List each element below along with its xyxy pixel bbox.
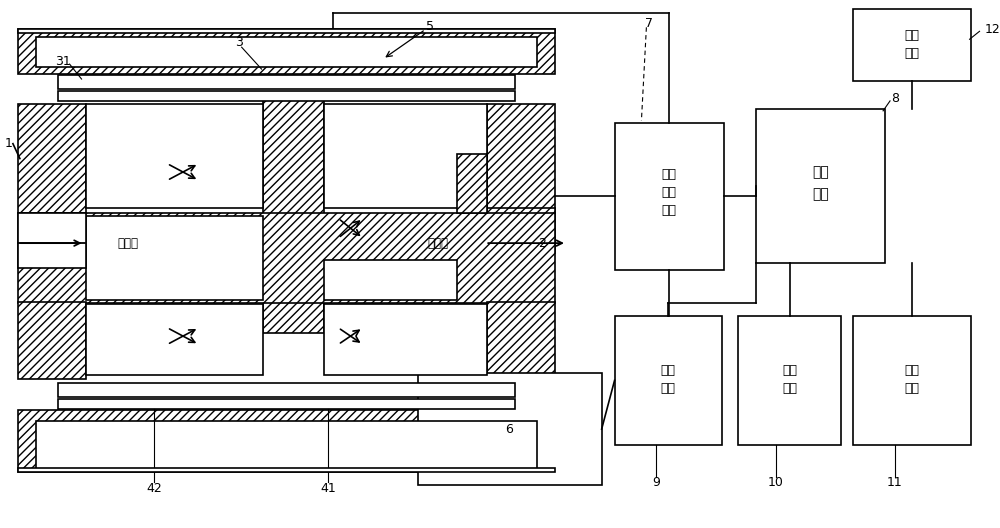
- Bar: [36, 37, 537, 67]
- Bar: [487, 104, 555, 213]
- Bar: [18, 468, 555, 472]
- Bar: [756, 109, 885, 263]
- Text: 模块: 模块: [782, 382, 797, 395]
- Text: 模块: 模块: [904, 382, 919, 395]
- Bar: [457, 154, 487, 213]
- Text: 压电: 压电: [662, 168, 677, 181]
- Bar: [18, 213, 555, 303]
- Text: 42: 42: [146, 482, 162, 495]
- Bar: [487, 302, 555, 379]
- Bar: [18, 30, 555, 74]
- Bar: [324, 104, 487, 209]
- Bar: [263, 94, 324, 333]
- Bar: [853, 10, 971, 81]
- Text: 9: 9: [652, 476, 660, 489]
- Bar: [18, 410, 555, 472]
- Bar: [86, 104, 263, 209]
- Bar: [418, 373, 602, 485]
- Text: 驱动: 驱动: [662, 186, 677, 199]
- Bar: [86, 304, 263, 375]
- Bar: [18, 30, 555, 33]
- Text: 模块: 模块: [662, 204, 677, 217]
- Text: 模块: 模块: [661, 382, 676, 395]
- Text: 报警: 报警: [782, 364, 797, 377]
- Bar: [58, 383, 515, 397]
- Text: 3: 3: [235, 36, 243, 49]
- Bar: [487, 209, 555, 253]
- Bar: [58, 91, 515, 101]
- Text: 11: 11: [887, 476, 903, 489]
- Text: 模块: 模块: [904, 46, 919, 60]
- Text: 2: 2: [538, 237, 546, 250]
- Bar: [853, 316, 971, 445]
- Bar: [86, 216, 263, 300]
- Text: 控制: 控制: [812, 165, 829, 180]
- Bar: [615, 316, 722, 445]
- Bar: [58, 399, 515, 409]
- Bar: [738, 316, 841, 445]
- Bar: [36, 421, 537, 469]
- Bar: [58, 75, 515, 89]
- Bar: [18, 213, 86, 268]
- Text: 显示: 显示: [904, 29, 919, 42]
- Text: 输入: 输入: [904, 364, 919, 377]
- Bar: [324, 260, 457, 300]
- Text: 1: 1: [5, 137, 13, 150]
- Bar: [18, 302, 86, 379]
- Text: 进水口: 进水口: [117, 237, 138, 250]
- Text: 5: 5: [426, 20, 434, 33]
- Text: 41: 41: [320, 482, 336, 495]
- Bar: [324, 304, 487, 375]
- Text: 10: 10: [768, 476, 784, 489]
- Text: 6: 6: [505, 422, 513, 436]
- Bar: [18, 104, 86, 213]
- Text: 监测: 监测: [661, 364, 676, 377]
- Text: 出水口: 出水口: [428, 237, 449, 250]
- Text: 12: 12: [985, 23, 1000, 36]
- Text: 8: 8: [891, 92, 899, 106]
- Text: 31: 31: [55, 54, 71, 68]
- Bar: [615, 123, 724, 270]
- Text: 单元: 单元: [812, 187, 829, 201]
- Text: 7: 7: [645, 17, 653, 30]
